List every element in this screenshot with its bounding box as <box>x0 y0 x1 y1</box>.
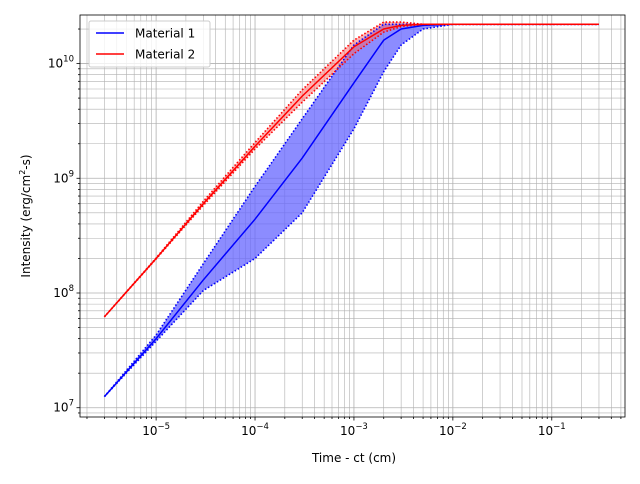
y-tick-label-exponent: 7 <box>69 399 74 409</box>
x-tick-label-base: 10 <box>241 424 256 438</box>
material-1-uncertainty-band <box>104 24 599 397</box>
x-tick-label: 10−5 <box>142 422 170 438</box>
y-tick-label-exponent: 9 <box>69 169 74 179</box>
y-axis-label: Intensity (erg/cm2-s) <box>18 154 33 277</box>
legend-label-material-2: Material 2 <box>135 48 195 62</box>
x-tick-label: 10−1 <box>538 422 566 438</box>
y-tick-label: 107 <box>53 399 74 415</box>
x-tick-label-base: 10 <box>538 424 553 438</box>
y-axis-label-superscript: 2 <box>18 170 27 175</box>
x-tick-label-base: 10 <box>439 424 454 438</box>
x-tick-label: 10−4 <box>241 422 269 438</box>
plot-frame <box>79 14 626 418</box>
x-tick-label-base: 10 <box>142 424 157 438</box>
x-tick-label-exponent: −4 <box>256 422 269 432</box>
y-axis-label-part-2: -s) <box>19 154 33 169</box>
line-layer <box>103 21 599 398</box>
x-axis-label: Time - ct (cm) <box>311 451 396 465</box>
x-tick-label: 10−2 <box>439 422 467 438</box>
y-tick-label: 108 <box>53 284 74 300</box>
y-tick-label: 1010 <box>48 55 74 71</box>
y-tick-label-exponent: 10 <box>63 55 74 65</box>
axes-layer <box>79 14 626 418</box>
y-tick-label-base: 10 <box>53 171 68 185</box>
material-2-lower-bound-line <box>103 23 599 318</box>
material-2-line <box>103 23 599 318</box>
x-tick-label-exponent: −1 <box>553 422 566 432</box>
x-tick-label: 10−3 <box>340 422 368 438</box>
legend: Material 1 Material 2 <box>88 20 211 68</box>
x-tick-label-exponent: −3 <box>355 422 368 432</box>
y-tick-label: 109 <box>53 169 74 185</box>
x-tick-label-exponent: −5 <box>157 422 170 432</box>
y-tick-label-base: 10 <box>53 401 68 415</box>
x-tick-label-base: 10 <box>340 424 355 438</box>
y-axis-label-part-1: Intensity (erg/cm <box>19 175 33 278</box>
legend-label-material-1: Material 1 <box>135 27 195 41</box>
y-tick-label-base: 10 <box>53 286 68 300</box>
y-tick-label-exponent: 8 <box>69 284 74 294</box>
band-layer <box>104 22 599 397</box>
x-tick-label-exponent: −2 <box>454 422 467 432</box>
material-1-upper-bound-line <box>103 23 599 398</box>
y-tick-label-base: 10 <box>48 57 63 71</box>
